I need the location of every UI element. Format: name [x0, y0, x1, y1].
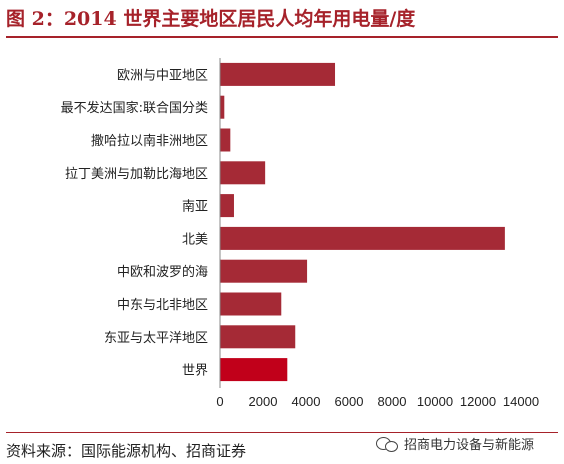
bar-0: [220, 62, 336, 86]
x-tick-label-5: 10000: [417, 394, 453, 409]
title-divider: [6, 36, 558, 38]
wechat-icon: [376, 436, 398, 452]
category-label-3: 拉丁美洲与加勒比海地区: [65, 167, 208, 182]
bar-9: [220, 358, 288, 382]
category-label-4: 南亚: [182, 199, 208, 215]
category-label-8: 东亚与太平洋地区: [104, 331, 208, 346]
bar-6: [220, 259, 308, 283]
bar-2: [220, 128, 231, 152]
x-tick-label-7: 14000: [503, 394, 539, 409]
category-label-1: 最不发达国家:联合国分类: [61, 100, 208, 116]
x-tick-label-2: 4000: [292, 394, 321, 409]
bar-3: [220, 161, 266, 185]
category-label-5: 北美: [182, 232, 208, 247]
category-label-7: 中东与北非地区: [117, 298, 208, 313]
bar-8: [220, 325, 296, 349]
watermark: 招商电力设备与新能源: [376, 434, 534, 453]
x-tick-label-6: 12000: [460, 394, 496, 409]
category-label-2: 撒哈拉以南非洲地区: [91, 133, 208, 149]
bar-5: [220, 226, 505, 250]
source-note: 资料来源：国际能源机构、招商证券: [6, 442, 247, 460]
category-label-9: 世界: [182, 364, 208, 379]
bar-4: [220, 194, 234, 218]
category-label-0: 欧洲与中亚地区: [117, 68, 208, 83]
bar-chart: 欧洲与中亚地区最不发达国家:联合国分类撒哈拉以南非洲地区拉丁美洲与加勒比海地区南…: [61, 58, 539, 409]
bars-layer: [220, 62, 505, 382]
x-tick-label-1: 2000: [249, 394, 278, 409]
bar-1: [220, 95, 225, 119]
bar-7: [220, 292, 282, 316]
x-axis-ticks: 0 2000 4000 6000 8000 10000 12000 14000: [216, 394, 539, 409]
source-divider: [6, 432, 558, 433]
x-tick-label-3: 6000: [335, 394, 364, 409]
category-label-6: 中欧和波罗的海: [117, 264, 208, 280]
category-labels: 欧洲与中亚地区最不发达国家:联合国分类撒哈拉以南非洲地区拉丁美洲与加勒比海地区南…: [61, 68, 208, 378]
watermark-text: 招商电力设备与新能源: [404, 438, 535, 453]
x-tick-label-4: 8000: [378, 394, 407, 409]
x-tick-label-0: 0: [216, 394, 223, 409]
chart-title: 图 2：2014 世界主要地区居民人均年用电量/度: [6, 8, 416, 30]
